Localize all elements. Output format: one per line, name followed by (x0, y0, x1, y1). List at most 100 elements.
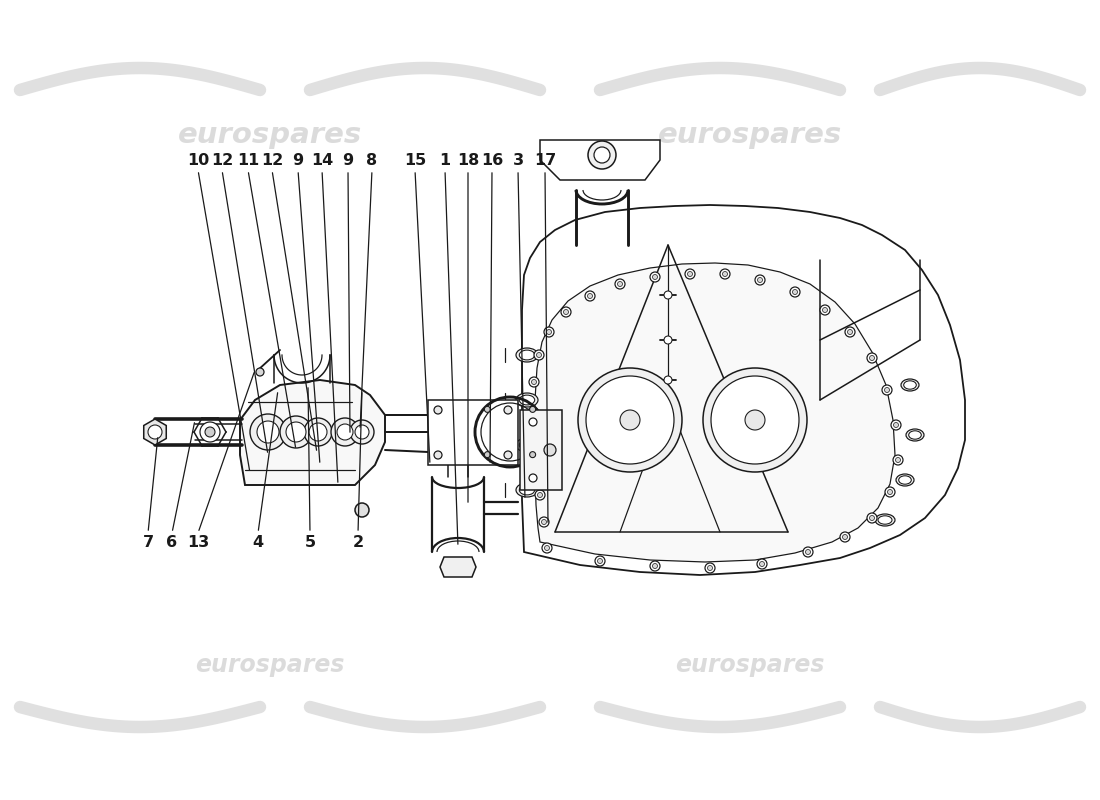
Circle shape (531, 465, 541, 475)
Circle shape (528, 407, 538, 417)
Circle shape (355, 425, 368, 439)
Circle shape (843, 534, 847, 539)
Circle shape (723, 271, 727, 277)
Circle shape (803, 547, 813, 557)
Ellipse shape (516, 483, 538, 497)
Circle shape (705, 563, 715, 573)
Circle shape (434, 451, 442, 459)
Circle shape (595, 556, 605, 566)
Circle shape (745, 410, 764, 430)
Circle shape (884, 387, 890, 393)
Circle shape (615, 279, 625, 289)
Ellipse shape (519, 440, 535, 450)
Circle shape (792, 290, 798, 294)
Circle shape (529, 377, 539, 387)
Ellipse shape (904, 381, 916, 390)
Text: 12: 12 (261, 153, 283, 168)
Circle shape (434, 406, 442, 414)
Ellipse shape (516, 348, 538, 362)
Circle shape (650, 272, 660, 282)
Polygon shape (440, 557, 476, 577)
Circle shape (304, 418, 332, 446)
Circle shape (847, 330, 852, 334)
Ellipse shape (519, 485, 535, 495)
Circle shape (504, 451, 512, 459)
Circle shape (652, 563, 658, 569)
Circle shape (309, 423, 327, 441)
Circle shape (805, 550, 811, 554)
Circle shape (257, 421, 279, 443)
Circle shape (588, 141, 616, 169)
Text: 6: 6 (166, 535, 177, 550)
Text: 9: 9 (342, 153, 353, 168)
Circle shape (790, 287, 800, 297)
Circle shape (652, 274, 658, 279)
Text: 8: 8 (366, 153, 377, 168)
Circle shape (535, 490, 544, 500)
Text: 2: 2 (352, 535, 364, 550)
Circle shape (720, 269, 730, 279)
Circle shape (597, 558, 603, 563)
Circle shape (331, 418, 359, 446)
Circle shape (200, 422, 220, 442)
Circle shape (688, 271, 693, 277)
Circle shape (529, 437, 539, 447)
Circle shape (620, 410, 640, 430)
Circle shape (286, 422, 306, 442)
Text: 18: 18 (456, 153, 480, 168)
Circle shape (664, 336, 672, 344)
Polygon shape (144, 419, 166, 445)
Text: eurospares: eurospares (658, 121, 843, 149)
Circle shape (561, 307, 571, 317)
Circle shape (529, 474, 537, 482)
Ellipse shape (901, 379, 918, 391)
Circle shape (758, 278, 762, 282)
Circle shape (585, 291, 595, 301)
Circle shape (250, 414, 286, 450)
Circle shape (355, 503, 368, 517)
Text: eurospares: eurospares (196, 653, 344, 677)
Circle shape (869, 515, 874, 521)
Circle shape (529, 406, 536, 412)
Circle shape (529, 452, 536, 458)
Circle shape (563, 310, 569, 314)
Circle shape (823, 307, 827, 313)
Polygon shape (535, 263, 895, 562)
Ellipse shape (516, 438, 538, 452)
Circle shape (484, 406, 491, 412)
Polygon shape (540, 140, 660, 180)
Text: 3: 3 (513, 153, 524, 168)
Text: 14: 14 (311, 153, 333, 168)
Circle shape (529, 418, 537, 426)
Circle shape (759, 562, 764, 566)
Polygon shape (522, 205, 965, 575)
Text: eurospares: eurospares (675, 653, 825, 677)
Ellipse shape (519, 395, 535, 405)
Circle shape (531, 439, 537, 445)
Circle shape (538, 493, 542, 498)
Circle shape (707, 566, 713, 570)
Text: 5: 5 (305, 535, 316, 550)
Text: 16: 16 (481, 153, 503, 168)
Circle shape (544, 327, 554, 337)
Circle shape (148, 425, 162, 439)
Circle shape (530, 410, 536, 414)
Text: eurospares: eurospares (178, 121, 362, 149)
Circle shape (586, 376, 674, 464)
Circle shape (840, 532, 850, 542)
Circle shape (484, 452, 491, 458)
Text: 9: 9 (293, 153, 304, 168)
Circle shape (337, 424, 353, 440)
Circle shape (685, 269, 695, 279)
Ellipse shape (516, 393, 538, 407)
Circle shape (350, 420, 374, 444)
Ellipse shape (899, 476, 911, 484)
Bar (520, 410, 562, 490)
Ellipse shape (896, 474, 914, 486)
Ellipse shape (874, 514, 895, 526)
Text: 17: 17 (534, 153, 557, 168)
Circle shape (544, 444, 556, 456)
Circle shape (882, 385, 892, 395)
Circle shape (757, 559, 767, 569)
Ellipse shape (909, 430, 922, 439)
